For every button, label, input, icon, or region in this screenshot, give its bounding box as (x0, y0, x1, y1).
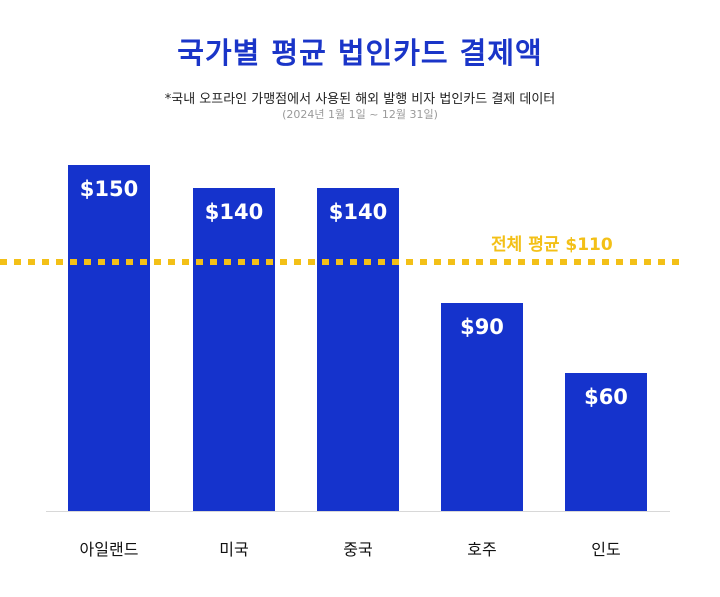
bar-india: $60 (565, 373, 647, 511)
category-label: 아일랜드 (79, 540, 139, 559)
category-label: 인도 (591, 540, 621, 559)
bar-china: $140 (317, 188, 399, 511)
bar-value-label: $150 (79, 177, 139, 201)
category-label: 미국 (219, 540, 249, 559)
bar-australia: $90 (441, 303, 523, 511)
category-label: 중국 (343, 540, 373, 559)
chart-title: 국가별 평균 법인카드 결제액 (177, 36, 543, 70)
average-line (0, 259, 680, 265)
x-axis-baseline (46, 511, 670, 512)
bar-value-label: $140 (204, 200, 264, 224)
category-label: 호주 (467, 540, 497, 559)
bar-value-label: $140 (328, 200, 388, 224)
average-label: 전체 평균 $110 (491, 235, 613, 255)
bar-ireland: $150 (68, 165, 150, 511)
bar-value-label: $90 (460, 315, 504, 339)
chart-subtitle: *국내 오프라인 가맹점에서 사용된 해외 발행 비자 법인카드 결제 데이터 (164, 92, 556, 107)
bar-value-label: $60 (584, 385, 628, 409)
bar-usa: $140 (193, 188, 275, 511)
chart-period: (2024년 1월 1일 ~ 12월 31일) (282, 108, 438, 121)
